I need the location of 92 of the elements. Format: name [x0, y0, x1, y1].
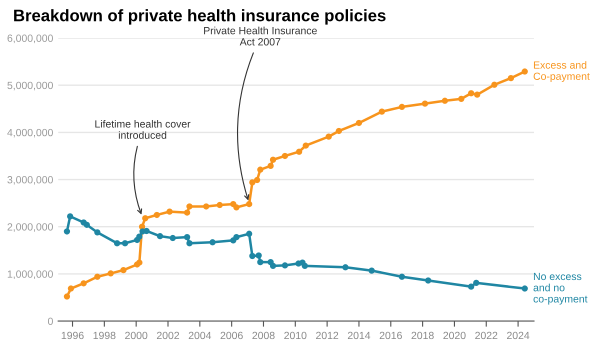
- annotation: Private Health Insurance Act 2007: [204, 26, 317, 46]
- point: [120, 267, 127, 274]
- point: [302, 142, 309, 149]
- y-tick-label: 2,000,000: [8, 223, 53, 232]
- point: [233, 234, 240, 240]
- point: [473, 280, 480, 286]
- point: [257, 258, 264, 266]
- point: [143, 228, 150, 234]
- point: [302, 262, 308, 270]
- point: [282, 262, 288, 269]
- x-tick-label: 2012: [316, 332, 338, 340]
- point: [249, 252, 256, 260]
- point: [296, 148, 302, 155]
- point: [268, 162, 274, 170]
- point: [186, 240, 193, 246]
- point: [378, 108, 385, 115]
- point: [114, 240, 120, 246]
- x-tick-label: 2024: [507, 332, 530, 340]
- annotation: Lifetime health cover introduced: [95, 120, 190, 139]
- y-tick-label: 6,000,000: [8, 34, 53, 44]
- point: [246, 200, 252, 208]
- point: [170, 234, 176, 242]
- point: [458, 96, 464, 102]
- point: [80, 280, 87, 286]
- x-tick-label: 2002: [156, 332, 180, 340]
- y-tick-label: 0: [48, 318, 53, 325]
- x-tick-label: 2014: [348, 332, 370, 340]
- point: [136, 234, 142, 240]
- point: [398, 104, 406, 110]
- point: [166, 208, 173, 215]
- y-tick-label: 3,000,000: [7, 176, 53, 185]
- x-tick-label: 2022: [475, 332, 498, 340]
- point: [142, 215, 148, 222]
- point: [216, 202, 223, 208]
- point: [203, 203, 210, 210]
- chart-title: Breakdown of private health insurance policies: [14, 9, 386, 25]
- point: [94, 274, 100, 280]
- point: [254, 176, 260, 184]
- point: [425, 277, 432, 284]
- point: [257, 166, 264, 173]
- point: [94, 229, 100, 236]
- point: [442, 98, 448, 104]
- x-tick-label: 2020: [443, 332, 466, 340]
- point: [270, 156, 276, 163]
- x-tick-label: 1998: [94, 332, 116, 340]
- point: [342, 264, 349, 270]
- point: [209, 239, 216, 246]
- x-tick-label: 1996: [62, 332, 84, 340]
- point: [108, 270, 114, 277]
- x-tick-label: 2010: [284, 332, 306, 340]
- point: [508, 75, 514, 82]
- point: [186, 203, 193, 210]
- point: [249, 179, 256, 186]
- point: [246, 230, 252, 237]
- y-tick-label: 1,000,000: [8, 270, 53, 280]
- point: [522, 68, 528, 75]
- point: [138, 224, 146, 230]
- point: [64, 228, 70, 235]
- point: [336, 128, 342, 134]
- series-label: No excess and no co-payment: [534, 272, 588, 305]
- point: [282, 152, 288, 160]
- point: [326, 134, 332, 140]
- point: [122, 240, 128, 246]
- x-tick-label: 2000: [125, 332, 148, 340]
- y-tick-label: 4,000,000: [7, 128, 53, 138]
- point: [474, 92, 480, 98]
- point: [468, 284, 474, 290]
- point: [422, 100, 428, 107]
- y-tick-label: 5,000,000: [7, 82, 53, 90]
- point: [256, 252, 262, 259]
- point: [154, 212, 160, 218]
- point: [156, 233, 164, 240]
- series-label: Excess and Co-payment: [534, 61, 590, 82]
- point: [64, 293, 70, 300]
- x-tick-label: 2004: [188, 332, 212, 340]
- point: [398, 274, 406, 280]
- x-tick-label: 2006: [220, 332, 243, 340]
- point: [270, 262, 276, 270]
- point: [67, 213, 74, 220]
- point: [522, 285, 528, 292]
- point: [84, 222, 90, 228]
- point: [68, 285, 74, 292]
- point: [184, 234, 190, 240]
- point: [468, 90, 474, 96]
- point: [233, 204, 240, 211]
- point: [184, 209, 190, 216]
- point: [368, 267, 375, 274]
- x-tick-label: 2016: [380, 332, 402, 340]
- point: [491, 82, 498, 88]
- x-tick-label: 2008: [252, 332, 275, 340]
- x-tick-label: 2018: [412, 332, 434, 340]
- point: [356, 120, 362, 126]
